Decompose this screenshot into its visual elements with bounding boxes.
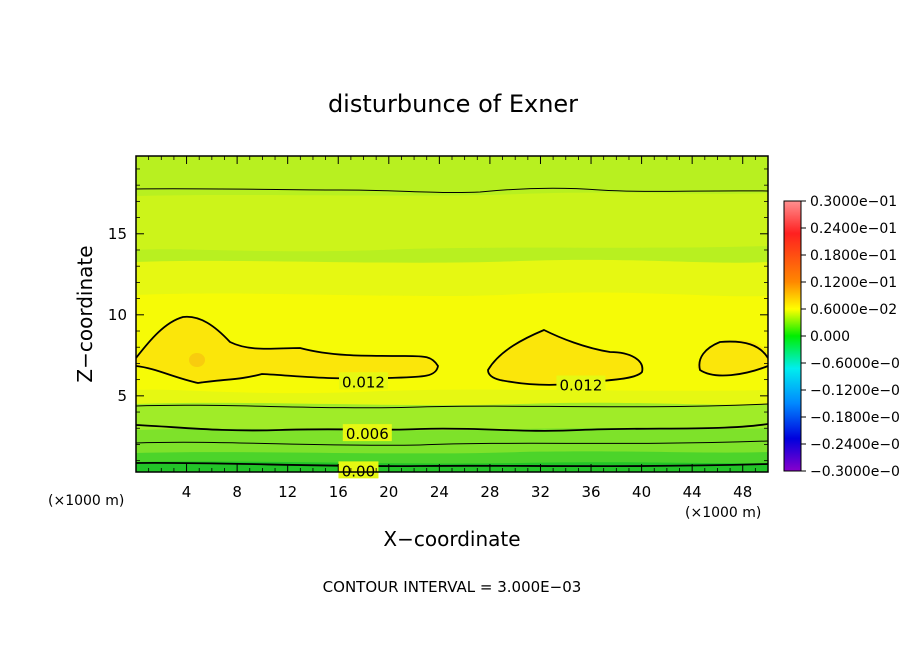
contour-012-left [136, 315, 439, 384]
field-band-upper [136, 192, 768, 252]
contour-000 [136, 461, 768, 468]
colorbar-label: −0.2400e−0 [810, 437, 900, 453]
x-tick-label: 4 [182, 483, 192, 501]
colorbar-label: 0.000 [810, 329, 850, 345]
y-axis-label: Z−coordinate [73, 245, 97, 382]
x-tick-label: 12 [278, 483, 297, 501]
y-tick-label: 10 [108, 306, 127, 324]
chart-title: disturbunce of Exner [328, 90, 578, 118]
y-tick-label: 5 [117, 387, 127, 405]
contour-thin-1 [136, 403, 768, 409]
x-tick-label: 20 [379, 483, 398, 501]
x-tick-label: 24 [430, 483, 449, 501]
region-012-left [136, 316, 438, 383]
x-tick-label: 28 [480, 483, 499, 501]
colorbar-label: −0.3000e−0 [810, 464, 900, 480]
colorbar-label: 0.1800e−01 [810, 248, 897, 264]
contour-label: 0.006 [346, 425, 389, 443]
contour-012-middle [487, 329, 644, 386]
x-unit-left: (×1000 m) [48, 493, 124, 509]
y-tick-label: 15 [108, 225, 127, 243]
colorbar-label: −0.1800e−0 [810, 410, 900, 426]
x-tick-label: 8 [232, 483, 242, 501]
colorbar-label: 0.3000e−01 [810, 194, 897, 210]
contour-006 [136, 423, 768, 432]
x-tick-label: 44 [683, 483, 702, 501]
contour-thin-2 [136, 440, 768, 446]
colorbar-label: −0.6000e−0 [810, 356, 900, 372]
colorbar-label: 0.6000e−02 [810, 302, 897, 318]
filled-contour-field [136, 156, 768, 472]
contour-label-bg [339, 372, 389, 390]
x-tick-label: 48 [733, 483, 752, 501]
local-max-spot [189, 353, 205, 367]
contour-label: 0.012 [342, 373, 385, 391]
x-tick-label: 40 [632, 483, 651, 501]
colorbar-label: −0.1200e−0 [810, 383, 900, 399]
contour-012-right [698, 340, 768, 377]
region-012-right [697, 340, 768, 377]
x-axis-label: X−coordinate [383, 527, 520, 551]
colorbar [783, 200, 802, 472]
contour-label-bg [556, 375, 606, 393]
colorbar-label: 0.2400e−01 [810, 221, 897, 237]
contour-label-bg [342, 424, 392, 442]
colorbar-label: 0.1200e−01 [810, 275, 897, 291]
colorbar-labels: 0.3000e−01 0.2400e−01 0.1800e−01 0.1200e−01… [801, 194, 900, 480]
x-tick-label: 36 [581, 483, 600, 501]
contour-label: 0.012 [559, 376, 602, 394]
contour-label-bg [338, 461, 379, 479]
region-012-middle [488, 330, 643, 385]
x-unit-right: (×1000 m) [685, 505, 761, 521]
x-tick-label: 32 [531, 483, 550, 501]
contour-interval-text: CONTOUR INTERVAL = 3.000E−03 [323, 578, 582, 596]
x-tick-label: 16 [329, 483, 348, 501]
contour-lines [136, 187, 768, 468]
contour-top [136, 187, 768, 194]
